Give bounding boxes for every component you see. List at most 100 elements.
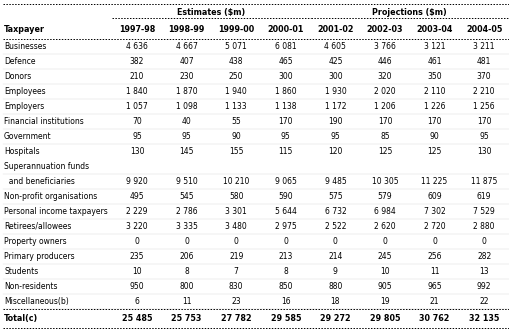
Text: 55: 55	[231, 117, 241, 126]
Text: 10 305: 10 305	[371, 177, 398, 186]
Text: Financial institutions: Financial institutions	[4, 117, 83, 126]
Text: 992: 992	[476, 282, 491, 291]
Text: 1 206: 1 206	[374, 102, 395, 111]
Text: 609: 609	[427, 192, 441, 201]
Text: Employers: Employers	[4, 102, 44, 111]
Text: 213: 213	[278, 252, 292, 261]
Text: 2002-03: 2002-03	[366, 25, 403, 34]
Text: Superannuation funds: Superannuation funds	[4, 162, 89, 171]
Text: 8: 8	[184, 267, 189, 276]
Text: 0: 0	[431, 237, 436, 246]
Text: 1 860: 1 860	[274, 87, 296, 96]
Text: Defence: Defence	[4, 57, 36, 66]
Text: 905: 905	[377, 282, 391, 291]
Text: 300: 300	[327, 72, 342, 81]
Text: 9 510: 9 510	[176, 177, 197, 186]
Text: 1 940: 1 940	[225, 87, 246, 96]
Text: 579: 579	[377, 192, 391, 201]
Text: 90: 90	[231, 132, 241, 141]
Text: 11: 11	[182, 297, 191, 306]
Text: 6 081: 6 081	[274, 42, 296, 51]
Text: 880: 880	[328, 282, 342, 291]
Text: 18: 18	[330, 297, 340, 306]
Text: 90: 90	[429, 132, 439, 141]
Text: 461: 461	[427, 57, 441, 66]
Text: 0: 0	[382, 237, 387, 246]
Text: 2 620: 2 620	[374, 222, 395, 231]
Text: 1 930: 1 930	[324, 87, 346, 96]
Text: Estimates ($m): Estimates ($m)	[177, 8, 245, 17]
Text: 130: 130	[476, 147, 491, 156]
Text: 1 057: 1 057	[126, 102, 148, 111]
Text: 481: 481	[476, 57, 490, 66]
Text: 300: 300	[278, 72, 293, 81]
Text: 1 138: 1 138	[274, 102, 296, 111]
Text: 10: 10	[132, 267, 142, 276]
Text: Property owners: Property owners	[4, 237, 67, 246]
Text: 70: 70	[132, 117, 142, 126]
Text: 256: 256	[427, 252, 441, 261]
Text: 95: 95	[132, 132, 142, 141]
Text: 21: 21	[429, 297, 438, 306]
Text: 170: 170	[476, 117, 491, 126]
Text: 0: 0	[332, 237, 337, 246]
Text: 170: 170	[427, 117, 441, 126]
Text: Businesses: Businesses	[4, 42, 46, 51]
Text: 575: 575	[327, 192, 342, 201]
Text: 545: 545	[179, 192, 193, 201]
Text: 950: 950	[129, 282, 144, 291]
Text: 1998-99: 1998-99	[168, 25, 205, 34]
Text: 2 110: 2 110	[423, 87, 444, 96]
Text: 800: 800	[179, 282, 193, 291]
Text: Miscellaneous(b): Miscellaneous(b)	[4, 297, 69, 306]
Text: 25 485: 25 485	[122, 314, 152, 323]
Text: 3 301: 3 301	[225, 207, 246, 216]
Text: 425: 425	[327, 57, 342, 66]
Text: 27 782: 27 782	[220, 314, 251, 323]
Text: 4 667: 4 667	[175, 42, 197, 51]
Text: 95: 95	[330, 132, 340, 141]
Text: 0: 0	[283, 237, 288, 246]
Text: 10: 10	[379, 267, 389, 276]
Text: 155: 155	[229, 147, 243, 156]
Text: 438: 438	[229, 57, 243, 66]
Text: 2 786: 2 786	[176, 207, 197, 216]
Text: Donors: Donors	[4, 72, 31, 81]
Text: 1997-98: 1997-98	[119, 25, 155, 34]
Text: 1 098: 1 098	[176, 102, 197, 111]
Text: 30 762: 30 762	[418, 314, 449, 323]
Text: 2001-02: 2001-02	[317, 25, 353, 34]
Text: 16: 16	[280, 297, 290, 306]
Text: 3 121: 3 121	[423, 42, 444, 51]
Text: 382: 382	[130, 57, 144, 66]
Text: 130: 130	[129, 147, 144, 156]
Text: Projections ($m): Projections ($m)	[372, 8, 446, 17]
Text: 250: 250	[229, 72, 243, 81]
Text: 370: 370	[476, 72, 491, 81]
Text: 6 732: 6 732	[324, 207, 346, 216]
Text: 19: 19	[379, 297, 389, 306]
Text: Government: Government	[4, 132, 51, 141]
Text: 95: 95	[181, 132, 191, 141]
Text: 235: 235	[129, 252, 144, 261]
Text: 210: 210	[130, 72, 144, 81]
Text: 5 644: 5 644	[274, 207, 296, 216]
Text: Personal income taxpayers: Personal income taxpayers	[4, 207, 107, 216]
Text: 1 133: 1 133	[225, 102, 246, 111]
Text: 0: 0	[233, 237, 238, 246]
Text: 190: 190	[327, 117, 342, 126]
Text: 1 226: 1 226	[423, 102, 444, 111]
Text: 11: 11	[429, 267, 438, 276]
Text: 120: 120	[328, 147, 342, 156]
Text: 7: 7	[233, 267, 238, 276]
Text: 1 840: 1 840	[126, 87, 148, 96]
Text: 3 211: 3 211	[472, 42, 494, 51]
Text: 0: 0	[134, 237, 139, 246]
Text: 3 480: 3 480	[225, 222, 246, 231]
Text: 95: 95	[280, 132, 290, 141]
Text: 9: 9	[332, 267, 337, 276]
Text: 0: 0	[481, 237, 486, 246]
Text: 2003-04: 2003-04	[415, 25, 452, 34]
Text: 214: 214	[328, 252, 342, 261]
Text: 29 805: 29 805	[369, 314, 400, 323]
